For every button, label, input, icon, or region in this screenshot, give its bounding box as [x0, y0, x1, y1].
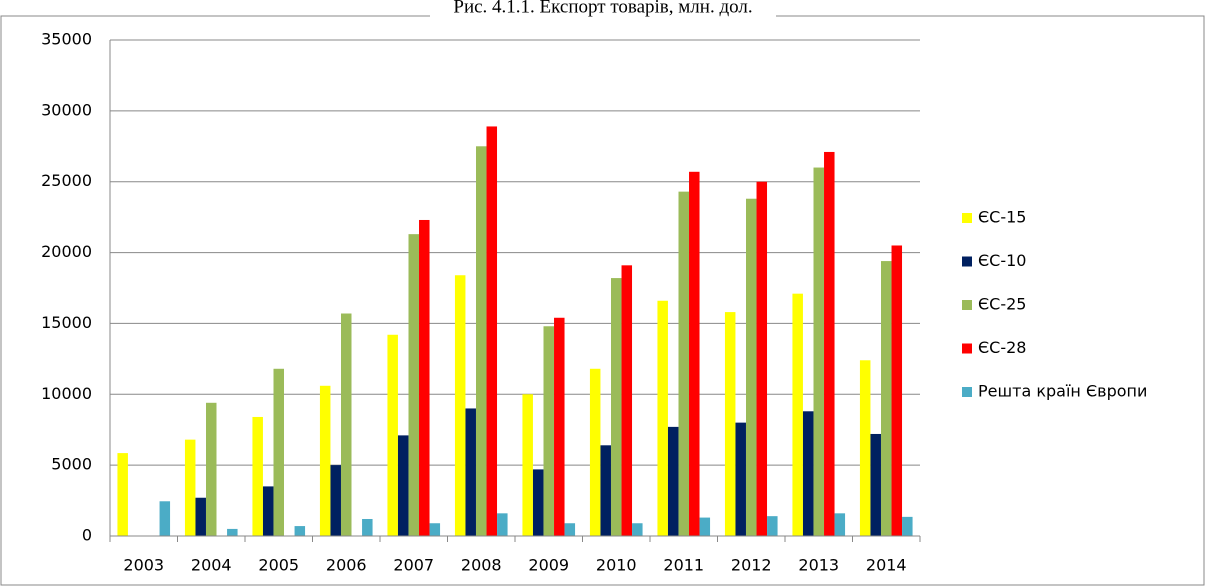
bar [184, 439, 196, 536]
y-tick-label: 20000 [41, 242, 92, 261]
x-tick-label: 2010 [596, 556, 637, 575]
bar [813, 167, 824, 537]
bar [870, 433, 881, 536]
legend-label: Решта країн Європи [978, 382, 1147, 401]
x-tick-label: 2005 [258, 556, 299, 575]
x-tick-label: 2014 [866, 556, 907, 575]
bar [689, 171, 700, 536]
legend-swatch [962, 213, 972, 223]
bar [341, 313, 352, 536]
bar [476, 146, 487, 537]
legend-label: ЄС-10 [978, 251, 1026, 270]
bar [678, 191, 689, 537]
bar [454, 275, 466, 536]
x-tick-label: 2013 [798, 556, 839, 575]
bar [632, 523, 643, 536]
bar [117, 453, 128, 536]
bar [657, 300, 668, 536]
bar [532, 469, 544, 536]
x-tick-label: 2003 [123, 556, 164, 575]
bar [824, 151, 835, 536]
bar [611, 278, 622, 536]
bar [206, 402, 217, 536]
bar [792, 293, 803, 536]
y-tick-label: 0 [82, 526, 92, 545]
bar [319, 385, 331, 536]
bar [881, 261, 892, 536]
bar [408, 234, 419, 537]
bar [746, 198, 757, 536]
x-tick-label: 2009 [528, 556, 569, 575]
title-background [430, 0, 776, 18]
bar [465, 408, 476, 536]
bar [159, 501, 171, 536]
y-tick-label: 15000 [41, 313, 92, 332]
bar [767, 516, 778, 536]
bar [522, 394, 533, 536]
bar [756, 181, 768, 536]
bar [387, 334, 398, 536]
y-tick-label: 10000 [41, 384, 92, 403]
bar [891, 245, 903, 536]
bar [486, 126, 498, 537]
bar [902, 516, 913, 536]
bar [564, 523, 576, 536]
bar [397, 435, 409, 536]
bar [543, 326, 554, 536]
legend-label: ЄС-15 [978, 208, 1026, 227]
bar [859, 360, 871, 536]
x-tick-label: 2007 [393, 556, 434, 575]
x-tick-label: 2008 [461, 556, 502, 575]
bar [699, 517, 711, 536]
bar [735, 422, 746, 536]
bar [429, 523, 441, 536]
bar [600, 445, 611, 536]
bar [252, 416, 263, 536]
x-tick-label: 2011 [663, 556, 704, 575]
bar [802, 411, 814, 536]
bar [294, 526, 306, 536]
bar [262, 486, 274, 536]
chart-title: Рис. 4.1.1. Експорт товарів, млн. дол. [453, 0, 752, 17]
legend-label: ЄС-28 [978, 338, 1026, 357]
y-tick-label: 5000 [51, 455, 92, 474]
y-tick-label: 30000 [41, 100, 92, 119]
bar [227, 528, 238, 536]
y-tick-label: 35000 [41, 30, 92, 49]
bar [195, 497, 206, 536]
bar [667, 426, 679, 536]
x-tick-label: 2006 [326, 556, 367, 575]
legend-swatch [962, 387, 972, 397]
y-tick-label: 25000 [41, 171, 92, 190]
x-tick-label: 2012 [731, 556, 772, 575]
x-tick-label: 2004 [191, 556, 232, 575]
bar [621, 265, 633, 536]
bar [273, 368, 284, 536]
bar [362, 518, 373, 536]
bar [834, 513, 846, 536]
bar [589, 368, 601, 536]
bar [330, 465, 341, 536]
legend-swatch [962, 343, 972, 354]
legend-swatch [962, 300, 972, 310]
bar [724, 312, 736, 536]
bar [554, 317, 565, 536]
bar [497, 513, 508, 536]
legend-label: ЄС-25 [978, 295, 1026, 314]
legend-swatch [962, 256, 972, 267]
bar [419, 219, 430, 536]
